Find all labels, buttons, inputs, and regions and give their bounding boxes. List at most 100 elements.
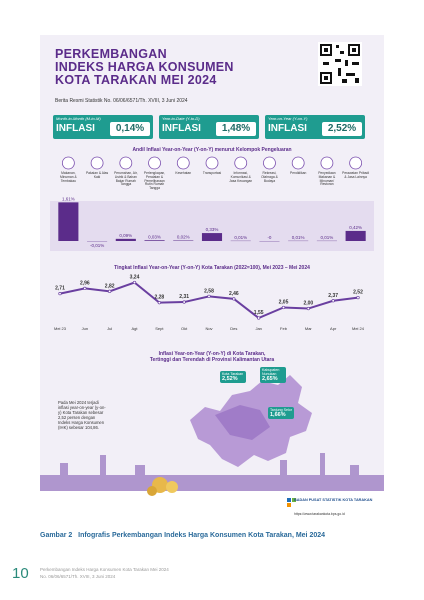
page-number: 10 (12, 565, 29, 582)
x-tick-label: Jan (255, 326, 261, 331)
category-icon (61, 156, 75, 170)
card-value: 0,14% (110, 122, 150, 136)
bar-value-label: 1,61% (62, 196, 75, 201)
line-value-label: 1,55 (254, 310, 264, 316)
category-label: Pakaian & Alas Kaki (85, 171, 109, 179)
card-label: INFLASI (162, 123, 201, 134)
bar-value-label: -0 (267, 235, 271, 240)
decoration (40, 42, 384, 523)
x-tick-label: Mar (305, 326, 313, 331)
line-value-label: 2,58 (204, 288, 214, 294)
bar (345, 230, 366, 241)
category-label: Makanan, Minuman & Tembakau (60, 171, 77, 183)
map-label-name: Tanjung Selor (270, 408, 292, 412)
category-label: Penyediaan Makanan & Minuman/ Restoran (318, 171, 336, 187)
category-label: Rekreasi, Olahraga & Budaya (261, 171, 278, 183)
category-icon (320, 156, 334, 170)
line-value-label: 3,24 (130, 275, 140, 281)
line-value-label: 2,96 (80, 280, 90, 286)
line-value-label: 2,46 (229, 291, 239, 297)
bar-value-label: 0,09% (119, 233, 132, 238)
x-tick-label: Mei 23 (54, 326, 67, 331)
bar-value-label: 0,02% (177, 235, 190, 240)
line-point (83, 286, 87, 291)
map-label-value: 1,66% (270, 412, 286, 418)
line-point (132, 280, 137, 285)
infographic: PERKEMBANGAN INDEKS HARGA KONSUMEN KOTA … (40, 35, 384, 523)
x-tick-label: Sept (155, 326, 164, 331)
bar-value-label: 0,03% (148, 234, 161, 239)
category-icon (119, 156, 133, 170)
title-line: KOTA TARAKAN MEI 2024 (55, 73, 217, 87)
line-point (108, 289, 112, 293)
bar-value-label: 0,42% (349, 225, 362, 230)
map-label-name: Kota Tarakan (222, 372, 244, 376)
map-label: Tanjung Selor 1,66% (268, 407, 294, 419)
footer-line: No. 06/06/6571/Th. XVIII, 3 Juni 2024 (40, 574, 116, 579)
line-point (306, 306, 310, 311)
card: Year-on-Year (Y-on-Y) INFLASI 2,52% (265, 115, 365, 139)
line-point (331, 299, 335, 303)
line-value-label: 2,52 (353, 290, 363, 296)
x-tick-label: Nov (205, 326, 212, 331)
category-icon (176, 156, 190, 170)
x-tick-label: Okt (181, 326, 188, 331)
bar (115, 238, 136, 241)
title-line: PERKEMBANGAN (55, 47, 167, 61)
map-title-line: Tertinggi dan Terendah di Provinsi Kalim… (149, 357, 275, 363)
line-value-label: 2,28 (154, 295, 164, 301)
category-label: Kesehatan (175, 171, 192, 175)
category-label: Informasi, Komunikasi & Jasa Keuangan (229, 171, 253, 183)
category-icon (349, 156, 363, 170)
x-tick-label: Apr (330, 326, 337, 331)
bar-value-label: 0,33% (206, 227, 219, 232)
x-tick-label: Agt (131, 326, 138, 331)
url: https://www.tarakankota.bps.go.id (294, 512, 345, 516)
footer-line: Perkembangan Indeks Harga Konsumen Kota … (40, 567, 169, 572)
bar-panel (50, 201, 374, 251)
title: PERKEMBANGAN INDEKS HARGA KONSUMEN KOTA … (55, 48, 234, 87)
x-tick-label: Jun (82, 326, 88, 331)
line-point (232, 297, 236, 301)
org: BADAN PUSAT STATISTIK KOTA TARAKAN (294, 498, 373, 502)
card-header: Year-on-Year (Y-on-Y) (268, 116, 308, 121)
category-icon (263, 156, 276, 170)
line-point (157, 301, 161, 305)
bar-value-label: 0,01% (234, 235, 247, 240)
line-value-label: 2,31 (179, 294, 189, 300)
category-label: Perawatan Pribadi & Jasa Lainnya (342, 171, 370, 179)
category-icon (205, 156, 219, 170)
category-icon (148, 156, 161, 170)
map-label-value: 2,65% (262, 376, 278, 382)
bar-value-label: 0,01% (321, 235, 334, 240)
line-title: Tingkat Inflasi Year-on-Year (Y-on-Y) Ko… (114, 265, 310, 271)
subtitle: Berita Resmi Statistik No. 06/06/6571/Th… (55, 98, 188, 104)
line-value-label: 2,00 (303, 301, 313, 307)
map-label: Kabupaten Nunukan 2,65% (260, 367, 286, 383)
category-label: Perumahan, Air, Listrik & Bahan Bakar Ru… (114, 171, 138, 187)
category-label: Transportasi (202, 171, 222, 175)
map-region (215, 405, 270, 440)
bar (201, 233, 223, 241)
category-icon (90, 156, 104, 170)
category-icon (291, 156, 305, 170)
x-tick-label: Jul (107, 326, 112, 331)
charts: 1,61% -0,01% 0,09% 0,03% 0,02% 0,33% 0,01% -0 0,… (54, 196, 366, 331)
bar-value-label: 0,01% (292, 235, 305, 240)
card-header: Year-to-Date (Y-to-D) (162, 116, 200, 121)
x-tick-label: Mei 24 (352, 326, 365, 331)
bar (58, 202, 79, 241)
map-label-name: Kabupaten Nunukan (262, 368, 280, 376)
category-icon (234, 156, 248, 170)
bps-logo (287, 498, 296, 507)
line-value-label: 2,71 (55, 286, 65, 292)
line-value-label: 2,05 (279, 300, 289, 306)
bar-value-label: -0,01% (90, 243, 104, 248)
title-line: INDEKS HARGA KONSUMEN (55, 60, 234, 74)
map-title: Inflasi Year-on-Year (Y-on-Y) di Kota Ta… (100, 351, 324, 363)
map-title-line: Inflasi Year-on-Year (Y-on-Y) di Kota Ta… (158, 351, 266, 357)
coins (147, 477, 178, 496)
category-icons (61, 156, 363, 170)
line-point (207, 294, 211, 299)
qr-code (318, 42, 362, 86)
